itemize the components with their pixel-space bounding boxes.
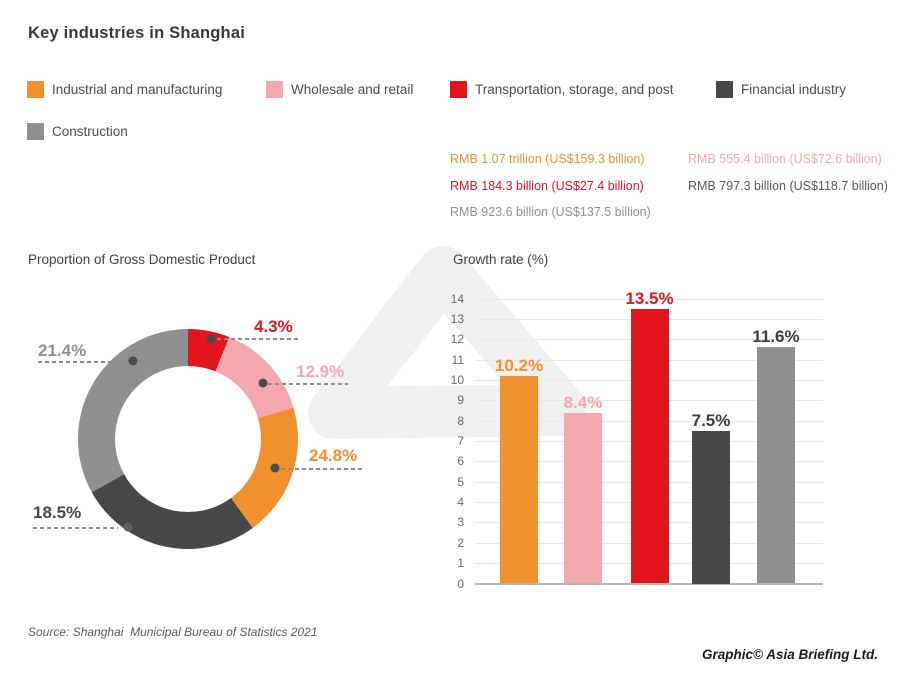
credit-note: Graphic© Asia Briefing Ltd. <box>702 647 878 662</box>
bar-wholesale-and-retail <box>564 412 602 584</box>
legend-item-label: Industrial and manufacturing <box>52 82 223 97</box>
y-axis-tick-10: 10 <box>450 373 464 387</box>
y-axis-tick-5: 5 <box>457 474 464 489</box>
y-axis-tick-7: 7 <box>457 434 464 449</box>
legend-item-financial-industry: Financial industry <box>716 81 846 98</box>
pie-leader-dot-transportation-storage-and-post <box>206 334 216 344</box>
legend-item-label: Wholesale and retail <box>291 82 414 97</box>
pie-label-transportation-storage-and-post: 4.3% <box>254 317 293 336</box>
rmb-value-rmb-923-6-col12: RMB 923.6 billion (US$137.5 billion) <box>450 205 651 219</box>
bar-construction <box>757 347 795 584</box>
bar-financial-industry <box>692 430 730 584</box>
pie-label-financial-industry: 18.5% <box>33 503 82 522</box>
legend-item-label: Transportation, storage, and post <box>475 82 674 97</box>
bar-chart-gridline <box>475 298 823 300</box>
legend-item-label: Financial industry <box>741 82 847 97</box>
legend-item-industrial-and-manufacturing: Industrial and manufacturing <box>27 81 222 98</box>
donut-chart <box>78 329 298 549</box>
y-axis-tick-2: 2 <box>457 535 464 550</box>
page-title: Key industries in Shanghai <box>28 24 245 42</box>
pie-leader-line-construction <box>38 361 128 363</box>
bar-value-industrial-and-manufacturing: 10.2% <box>494 355 544 375</box>
legend-swatch-icon <box>27 123 44 140</box>
legend-swatch-icon <box>266 81 283 98</box>
y-axis-tick-1: 1 <box>457 556 464 571</box>
bar-chart-baseline <box>475 582 823 585</box>
rmb-value-rmb-797-3-col21: RMB 797.3 billion (US$118.7 billion) <box>688 178 888 193</box>
y-axis-tick-11: 11 <box>451 352 464 367</box>
bar-value-transportation-storage-and-post: 13.5% <box>625 288 674 308</box>
legend-swatch-icon <box>450 81 467 98</box>
legend-item-label: Construction <box>52 124 128 139</box>
pie-leader-dot-financial-industry <box>123 522 133 532</box>
bar-industrial-and-manufacturing <box>500 375 538 584</box>
y-axis-tick-4: 4 <box>457 495 464 510</box>
y-axis-tick-14: 14 <box>450 291 464 306</box>
bar-value-financial-industry: 7.5% <box>691 410 731 430</box>
y-axis-tick-6: 6 <box>457 454 464 469</box>
pie-label-construction: 21.4% <box>38 341 87 360</box>
pie-leader-dot-construction <box>128 356 138 366</box>
y-axis-tick-12: 12 <box>450 332 464 347</box>
pie-label-industrial-and-manufacturing: 24.8% <box>309 446 358 465</box>
pie-label-wholesale-and-retail: 12.9% <box>296 362 345 381</box>
y-axis-tick-9: 9 <box>457 393 464 408</box>
bar-transportation-storage-and-post <box>630 308 669 584</box>
y-axis-tick-13: 13 <box>450 311 464 326</box>
pie-leader-line-transportation-storage-and-post <box>217 338 298 340</box>
pie-leader-line-financial-industry <box>33 527 118 529</box>
bar-value-wholesale-and-retail: 8.4% <box>563 392 603 412</box>
legend-swatch-icon <box>27 81 44 98</box>
pie-leader-line-wholesale-and-retail <box>268 383 348 385</box>
pie-chart-title: Proportion of Gross Domestic Product <box>28 252 256 267</box>
legend-swatch-icon <box>716 81 733 98</box>
bar-chart-title: Growth rate (%) <box>453 252 549 267</box>
legend-item-construction: Construction <box>27 123 128 140</box>
bar-value-construction: 11.6% <box>752 327 800 347</box>
y-axis-tick-0: 0 <box>457 576 464 591</box>
rmb-value-rmb-1-07-col10: RMB 1.07 trillion (US$159.3 billion) <box>450 152 645 166</box>
rmb-value-rmb-555-4-col20: RMB 555.4 billion (US$72.6 billion) <box>688 152 882 166</box>
pie-leader-dot-wholesale-and-retail <box>258 378 268 388</box>
legend-item-transportation-storage-and-post: Transportation, storage, and post <box>450 81 673 98</box>
y-axis-tick-3: 3 <box>457 515 464 530</box>
y-axis-tick-8: 8 <box>457 413 464 428</box>
rmb-value-rmb-184-3-col11: RMB 184.3 billion (US$27.4 billion) <box>450 178 644 193</box>
source-note: Source: Shanghai Municipal Bureau of Sta… <box>28 625 318 639</box>
pie-leader-dot-industrial-and-manufacturing <box>270 463 280 473</box>
legend-item-wholesale-and-retail: Wholesale and retail <box>266 81 413 98</box>
pie-leader-line-industrial-and-manufacturing <box>281 468 363 470</box>
